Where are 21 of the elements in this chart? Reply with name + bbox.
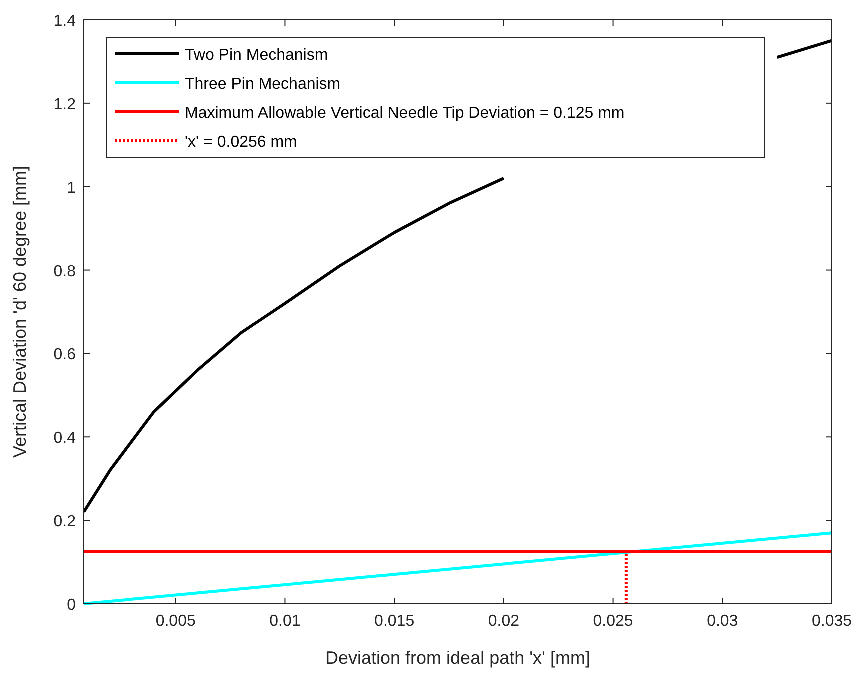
y-tick-label: 0.4 [54, 430, 76, 448]
y-tick-label: 0 [67, 597, 76, 614]
legend-label: 'x' = 0.0256 mm [185, 134, 298, 151]
x-tick-label: 0.005 [156, 613, 196, 630]
legend-label: Three Pin Mechanism [185, 76, 341, 93]
y-axis-title: Vertical Deviation 'd' 60 degree [mm] [10, 166, 30, 458]
x-axis-title: Deviation from ideal path 'x' [mm] [326, 648, 590, 668]
x-tick-label: 0.035 [812, 613, 852, 630]
x-tick-label: 0.015 [374, 613, 415, 630]
x-tick-label: 0.025 [593, 613, 634, 630]
x-tick-label: 0.03 [707, 613, 738, 630]
y-tick-label: 0.6 [54, 346, 76, 364]
y-tick-label: 0.8 [54, 263, 76, 280]
y-tick-label: 1.2 [54, 96, 76, 114]
x-tick-label: 0.01 [270, 613, 301, 630]
x-tick-label: 0.02 [488, 613, 520, 630]
y-tick-label: 0.2 [54, 514, 76, 531]
legend-label: Two Pin Mechanism [185, 47, 328, 64]
y-tick-label: 1 [67, 180, 76, 197]
legend-label: Maximum Allowable Vertical Needle Tip Deviation = 0.125 mm [185, 105, 625, 122]
y-tick-label: 1.4 [54, 13, 76, 30]
